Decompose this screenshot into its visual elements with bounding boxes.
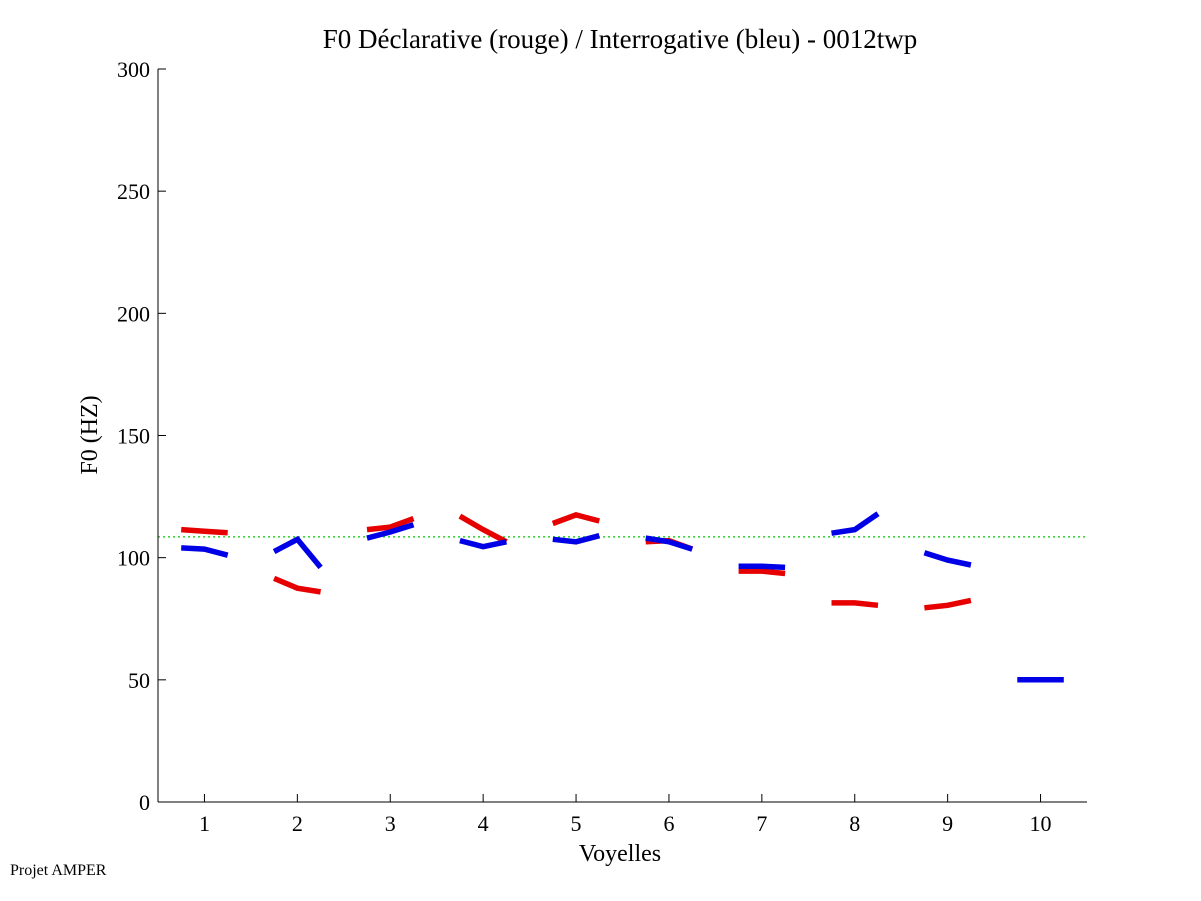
x-tick-label: 9 bbox=[942, 811, 953, 836]
y-tick-label: 0 bbox=[139, 790, 150, 815]
x-tick-label: 7 bbox=[756, 811, 767, 836]
blue-segment-vowel-2 bbox=[272, 535, 323, 570]
blue-segment-vowel-4 bbox=[459, 537, 507, 550]
red-segment-vowel-8 bbox=[831, 600, 879, 609]
blue-segment-vowel-7 bbox=[738, 563, 786, 571]
red-segment-vowel-4 bbox=[458, 513, 508, 545]
red-segment-vowel-3 bbox=[366, 516, 415, 533]
x-axis-label: Voyelles bbox=[579, 841, 661, 867]
y-axis-label: F0 (HZ) bbox=[77, 395, 103, 474]
interrogative-series bbox=[181, 511, 1064, 683]
red-segment-vowel-9 bbox=[924, 597, 972, 611]
x-tick-label: 5 bbox=[571, 811, 582, 836]
blue-segment-vowel-9 bbox=[923, 550, 972, 568]
y-tick-label: 50 bbox=[128, 668, 150, 693]
y-tick-label: 250 bbox=[117, 179, 150, 204]
blue-segment-vowel-3 bbox=[366, 522, 415, 541]
axes-layer: 0 50 100 150 200 250 300 1 2 3 4 5 6 7 8 9 10 bbox=[117, 57, 1087, 836]
x-tick-label: 10 bbox=[1030, 811, 1052, 836]
x-tick-label: 8 bbox=[849, 811, 860, 836]
blue-segment-vowel-6 bbox=[645, 535, 694, 552]
blue-segment-vowel-1 bbox=[181, 545, 229, 558]
red-segment-vowel-5 bbox=[551, 512, 600, 527]
x-tick-label: 2 bbox=[292, 811, 303, 836]
blue-segment-vowel-5 bbox=[552, 533, 600, 545]
series-layer bbox=[180, 511, 1064, 683]
red-segment-vowel-7 bbox=[738, 568, 786, 577]
credit-label: Projet AMPER bbox=[10, 862, 107, 879]
y-tick-label: 150 bbox=[117, 424, 150, 449]
y-tick-label: 200 bbox=[117, 301, 150, 326]
x-tick-label: 6 bbox=[663, 811, 674, 836]
chart-title: F0 Déclarative (rouge) / Interrogative (… bbox=[323, 24, 918, 54]
y-tick-label: 100 bbox=[117, 546, 150, 571]
x-tick-label: 1 bbox=[199, 811, 210, 836]
x-tick-label: 4 bbox=[478, 811, 489, 836]
red-segment-vowel-2 bbox=[273, 575, 322, 595]
blue-segment-vowel-8 bbox=[831, 511, 880, 536]
x-tick-label: 3 bbox=[385, 811, 396, 836]
red-segment-vowel-1 bbox=[180, 526, 228, 536]
y-tick-label: 300 bbox=[117, 57, 150, 82]
